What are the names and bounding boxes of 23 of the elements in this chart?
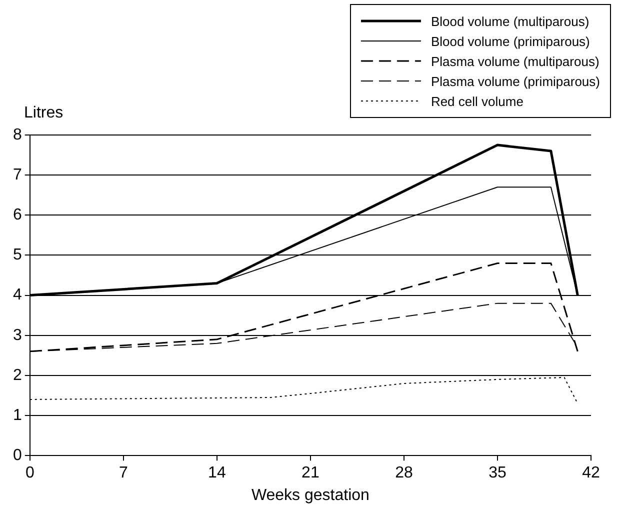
legend-label: Blood volume (multiparous) (430, 14, 590, 28)
y-tick-label: 0 (12, 447, 22, 464)
y-tick-label: 5 (12, 246, 22, 264)
y-tick-label: 2 (12, 366, 22, 384)
x-tick-label: 21 (302, 464, 320, 482)
x-tick-label: 7 (118, 464, 128, 482)
y-tick-label: 6 (12, 206, 22, 224)
y-tick-label: 3 (12, 326, 22, 344)
x-tick-label: 42 (582, 464, 600, 482)
y-tick-label: 8 (12, 126, 22, 144)
x-axis-title: Weeks gestation (251, 486, 370, 504)
x-tick-label: 35 (488, 464, 506, 482)
legend-label: Plasma volume (multiparous) (430, 54, 600, 68)
legend-label: Plasma volume (primiparous) (430, 74, 600, 88)
y-tick-label: 4 (12, 286, 22, 304)
legend-label: Blood volume (primiparous) (430, 34, 590, 48)
x-tick-label: 0 (25, 464, 34, 482)
y-tick-label: 1 (12, 406, 22, 424)
y-axis-title: Litres (24, 104, 64, 122)
legend-label: Red cell volume (430, 94, 524, 108)
y-tick-label: 7 (12, 166, 22, 184)
x-tick-label: 14 (208, 464, 226, 482)
x-tick-label: 28 (395, 464, 413, 482)
